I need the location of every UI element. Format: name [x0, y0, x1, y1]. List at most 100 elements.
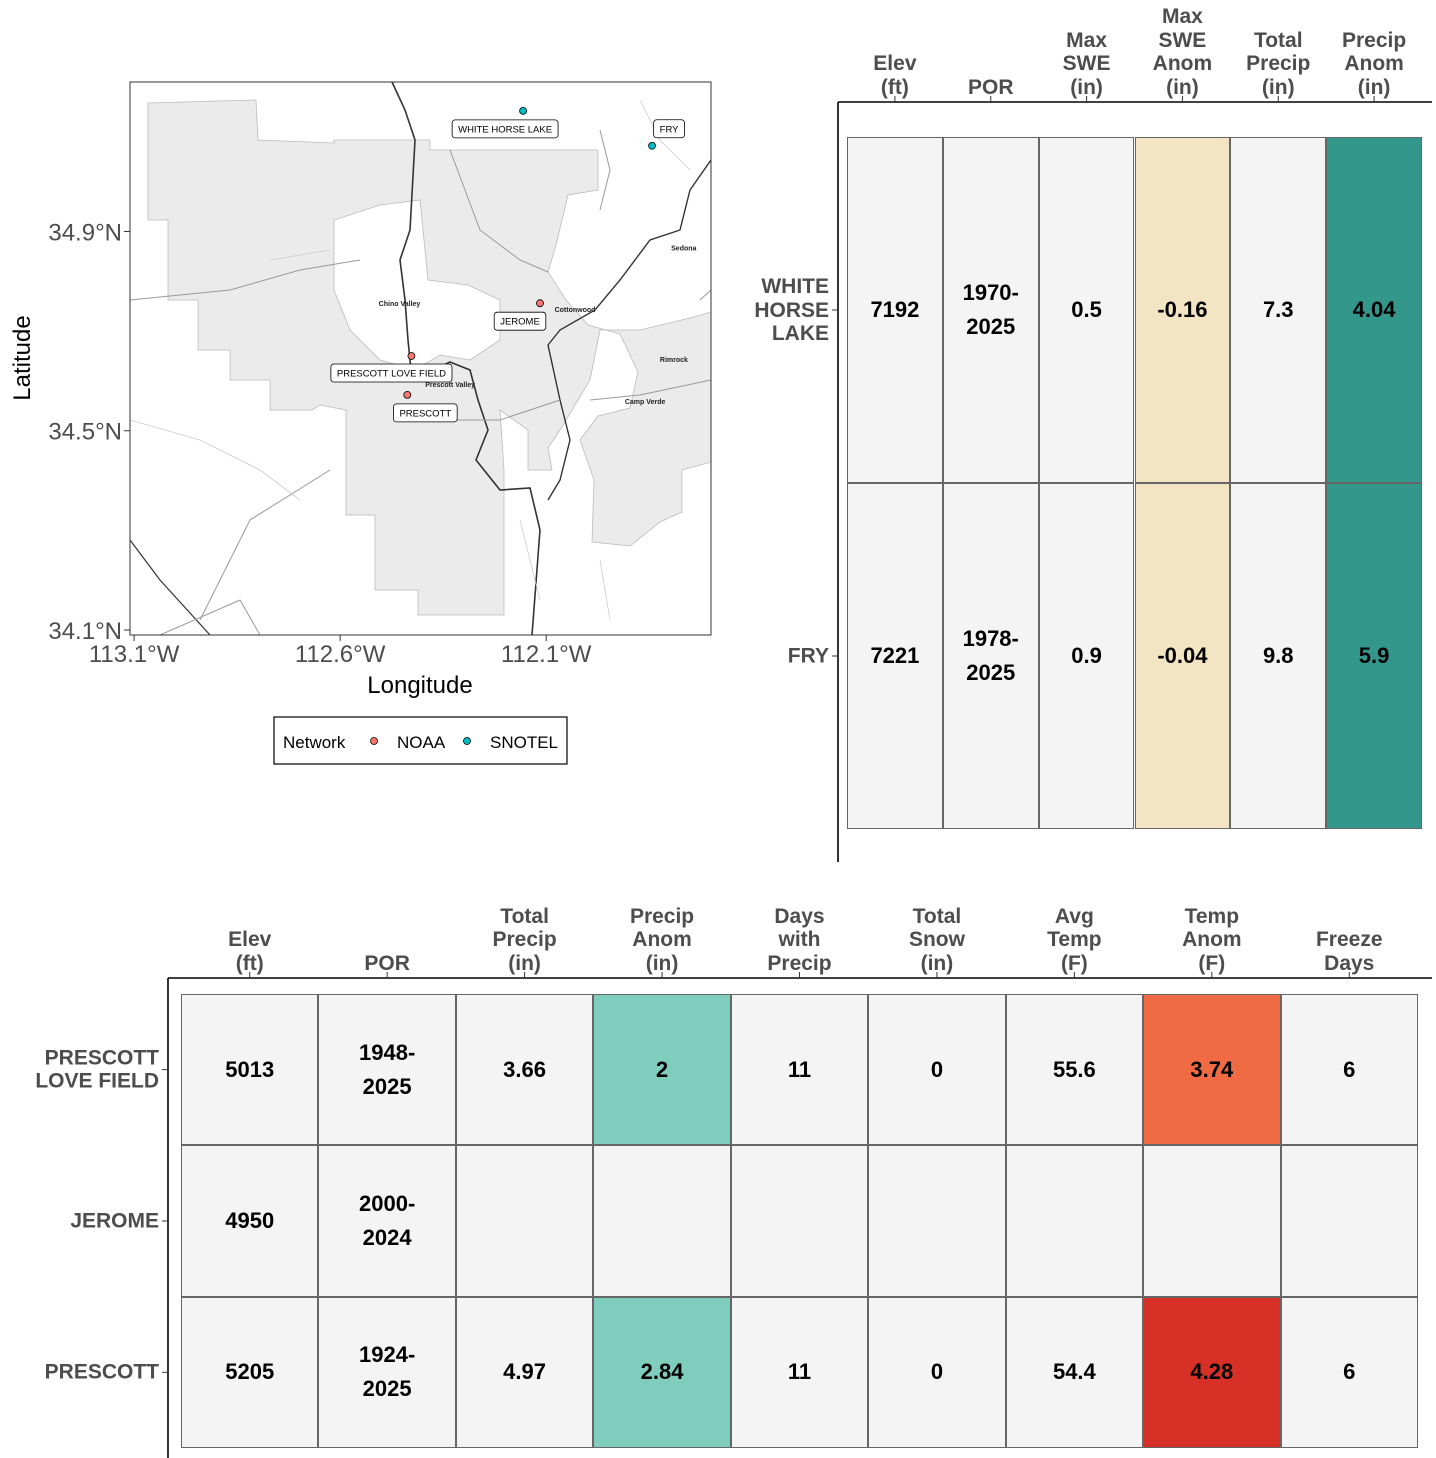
station-label-box — [653, 119, 685, 139]
station-label-box — [393, 403, 458, 423]
column-header: POR — [364, 951, 410, 975]
road — [130, 129, 711, 635]
table-cell: 0.9 — [1038, 483, 1135, 829]
table-cell: 11 — [730, 1296, 869, 1448]
table-cell: 0 — [868, 994, 1006, 1146]
place-label: Prescott Valley — [425, 382, 475, 389]
table-cell: 1924- 2025 — [318, 1296, 456, 1448]
table-cell: 5205 — [181, 1296, 319, 1448]
table-cell: 7.3 — [1230, 137, 1327, 483]
table-cell: 4.04 — [1326, 137, 1422, 483]
column-header: Days with Precip — [767, 904, 832, 975]
stream — [130, 99, 691, 621]
column-header: Elev (ft) — [228, 928, 272, 975]
table-cell: -0.04 — [1134, 483, 1231, 829]
x-axis-label: Longitude — [367, 672, 472, 699]
station-point — [407, 352, 416, 360]
highway — [391, 82, 541, 635]
y-tick-label: 34.9°N — [48, 219, 122, 246]
table-cell: 0.5 — [1038, 137, 1135, 483]
table-cell: 3.74 — [1143, 994, 1281, 1146]
column-header: POR — [967, 75, 1014, 99]
y-tick-label: 34.5°N — [48, 419, 122, 446]
column-header: Elev (ft) — [873, 52, 917, 99]
table-cell: 6 — [1280, 994, 1418, 1146]
place-label: Sedona — [671, 245, 696, 252]
column-header: Total Precip (in) — [1246, 28, 1311, 99]
table-cell: 4.28 — [1143, 1296, 1281, 1448]
column-header: Freeze Days — [1315, 928, 1383, 975]
x-tick-label: 112.1°W — [501, 641, 592, 668]
table-cell: 2.84 — [593, 1296, 731, 1448]
station-label: JEROME — [500, 317, 540, 328]
county-area — [147, 99, 711, 616]
table-cell — [1280, 1145, 1418, 1297]
place-label: Rimrock — [660, 357, 688, 364]
place-label: Camp Verde — [625, 399, 666, 406]
table-cell — [593, 1145, 731, 1297]
table-cell: 5013 — [181, 994, 319, 1146]
y-tick-label: 34.1°N — [48, 618, 122, 645]
table-cell: 2000- 2024 — [318, 1145, 456, 1297]
table-cell — [868, 1145, 1006, 1297]
row-label: PRESCOTT LOVE FIELD — [35, 1046, 159, 1093]
highway — [547, 159, 711, 501]
table-cell: 1970- 2025 — [942, 137, 1039, 483]
table-cell: 54.4 — [1005, 1296, 1144, 1448]
table-cell — [730, 1145, 869, 1297]
row-label: WHITE HORSE LAKE — [754, 274, 829, 345]
table-cell: 2 — [593, 994, 731, 1146]
place-label: Chino Valley — [379, 301, 421, 308]
legend-title: Network — [283, 733, 346, 752]
table-cell: 3.66 — [455, 994, 594, 1146]
table-cell: 7221 — [847, 483, 943, 829]
column-header: Precip Anom (in) — [629, 904, 695, 975]
column-header: Max SWE (in) — [1062, 28, 1111, 99]
station-point — [403, 390, 412, 399]
map-frame — [129, 81, 712, 636]
table-cell: 9.8 — [1230, 483, 1327, 829]
station-label: PRESCOTT — [399, 408, 451, 419]
table-cell — [455, 1145, 594, 1297]
x-tick-label: 113.1°W — [89, 641, 180, 668]
table-cell: 5.9 — [1326, 483, 1422, 829]
table-cell: 4.97 — [455, 1296, 594, 1448]
column-header: Total Precip (in) — [492, 904, 557, 975]
table-cell — [1005, 1145, 1144, 1297]
row-label: FRY — [787, 644, 829, 668]
legend-key — [463, 737, 471, 745]
station-point — [536, 299, 544, 308]
table-cell: 11 — [730, 994, 869, 1146]
station-point — [519, 106, 528, 115]
place-label: Cottonwood — [555, 307, 596, 314]
table-cell: 7192 — [847, 137, 943, 483]
table-cell: -0.16 — [1134, 137, 1231, 483]
column-header: Avg Temp (F) — [1047, 904, 1102, 975]
column-header: Total Snow (in) — [908, 904, 965, 975]
highway — [130, 539, 211, 635]
column-header: Temp Anom (F) — [1182, 904, 1242, 975]
station-label-box — [330, 363, 453, 383]
station-point — [648, 141, 656, 150]
table-cell: 0 — [868, 1296, 1006, 1448]
station-label: WHITE HORSE LAKE — [458, 124, 552, 135]
table-cell: 4950 — [181, 1145, 319, 1297]
table-cell — [1143, 1145, 1281, 1297]
basemap — [130, 82, 711, 635]
column-header: Precip Anom (in) — [1341, 28, 1407, 99]
column-header: Max SWE Anom (in) — [1152, 5, 1213, 99]
row-label: JEROME — [70, 1209, 159, 1233]
legend-box — [273, 716, 568, 765]
legend-label: SNOTEL — [490, 733, 558, 752]
x-tick-label: 112.6°W — [295, 641, 386, 668]
table-cell: 1978- 2025 — [942, 483, 1039, 829]
table-cell: 55.6 — [1005, 994, 1144, 1146]
table-cell: 6 — [1280, 1296, 1418, 1448]
station-label: FRY — [660, 124, 679, 135]
station-label-box — [451, 119, 559, 139]
row-label: PRESCOTT — [44, 1360, 159, 1384]
station-label-box — [493, 311, 547, 331]
legend-label: NOAA — [397, 733, 446, 752]
